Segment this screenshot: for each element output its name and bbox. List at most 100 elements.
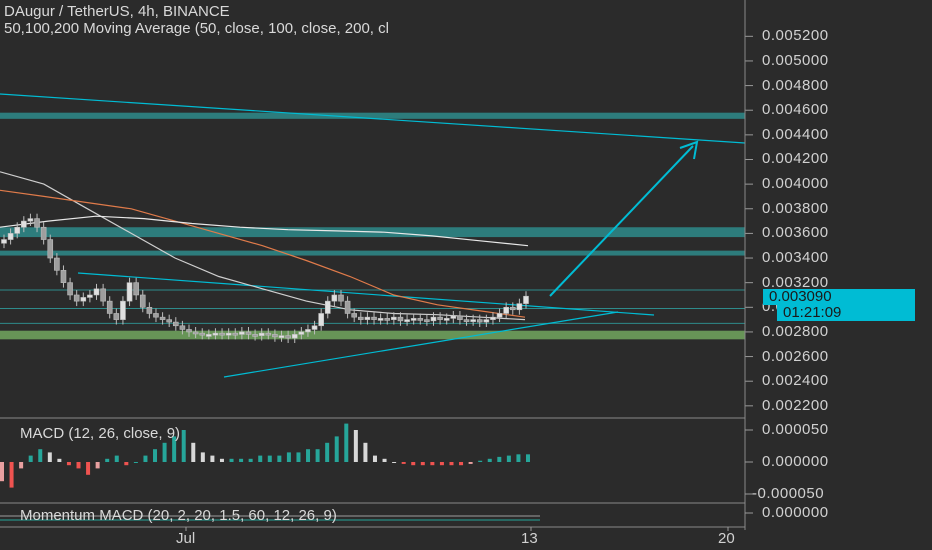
macd-bar	[478, 461, 482, 462]
candle-body	[299, 332, 304, 334]
candle-body	[180, 326, 185, 330]
candle-body	[147, 307, 152, 313]
candle-body	[206, 334, 211, 336]
candle-body	[200, 333, 205, 335]
candle-body	[378, 318, 383, 320]
price-tick-label: 0.003400	[762, 249, 829, 266]
candle-body	[332, 295, 337, 301]
macd-bar	[316, 449, 320, 462]
price-tick-label: 0.005200	[762, 27, 829, 44]
macd-bar	[421, 462, 425, 465]
price-tick-label: 0.004600	[762, 101, 829, 118]
candle-body	[338, 295, 343, 301]
macd-bar	[210, 456, 214, 462]
candle-body	[305, 329, 310, 331]
candle-body	[358, 317, 363, 319]
candle-body	[114, 313, 119, 319]
macd-bar	[507, 456, 511, 462]
macd-bar	[373, 456, 377, 462]
price-tick-label: 0.004400	[762, 126, 829, 143]
macd-bar	[488, 459, 492, 462]
bar-countdown-badge: 01:21:09	[777, 305, 915, 321]
candle-body	[418, 318, 423, 320]
candle-body	[497, 313, 502, 317]
candle-body	[279, 336, 284, 338]
candle-body	[127, 283, 132, 301]
price-tick-label: 0.004200	[762, 150, 829, 167]
macd-bar	[10, 462, 14, 488]
macd-bar	[335, 436, 339, 462]
macd-bar	[239, 459, 243, 462]
candle-body	[187, 329, 192, 331]
macd-bar	[306, 449, 310, 462]
candle-body	[87, 295, 92, 297]
candle-body	[471, 320, 476, 322]
candle-body	[167, 320, 172, 322]
macd-bar	[363, 443, 367, 462]
macd-bar	[344, 424, 348, 462]
price-tick-label: 0.005000	[762, 52, 829, 69]
candle-body	[2, 240, 7, 244]
macd-tick-label: -0.000050	[752, 485, 824, 502]
macd-bar	[29, 456, 33, 462]
candle-body	[253, 334, 258, 336]
macd-bar	[67, 462, 71, 465]
macd-bar	[48, 452, 52, 462]
macd-bar	[96, 462, 100, 468]
macd-bar	[19, 462, 23, 468]
candle-body	[41, 227, 46, 239]
candle-body	[120, 301, 125, 319]
candle-body	[233, 333, 238, 335]
candle-body	[398, 317, 403, 321]
time-tick-label: 20	[718, 530, 735, 547]
macd-bar	[497, 457, 501, 462]
macd-legend[interactable]: MACD (12, 26, close, 9)	[20, 425, 180, 442]
macd-bar	[411, 462, 415, 465]
candle-body	[259, 333, 264, 335]
macd-bar	[354, 430, 358, 462]
price-tick-label: 0.004800	[762, 77, 829, 94]
price-tick-label: 0.004000	[762, 175, 829, 192]
candle-body	[272, 334, 277, 336]
candle-body	[352, 313, 357, 317]
candle-body	[424, 320, 429, 322]
candle-body	[68, 283, 73, 295]
candle-body	[524, 296, 529, 303]
macd-bar	[124, 462, 128, 465]
candle-body	[391, 317, 396, 319]
candle-body	[239, 332, 244, 334]
macd-bar	[516, 454, 520, 462]
candle-body	[444, 318, 449, 320]
macd-bar	[38, 449, 42, 462]
macd-tick-label: 0.000050	[762, 421, 829, 438]
macd-bar	[459, 462, 463, 465]
candle-body	[220, 333, 225, 335]
candle-body	[438, 317, 443, 319]
last-price-badge: 0.003090	[763, 289, 915, 305]
macd-bar	[430, 462, 434, 465]
macd-bar	[392, 462, 396, 463]
candle-body	[21, 221, 26, 227]
candle-body	[101, 289, 106, 301]
candle-body	[54, 258, 59, 270]
indicator-legend[interactable]: 50,100,200 Moving Average (50, close, 10…	[4, 20, 746, 37]
macd-bar	[258, 456, 262, 462]
candle-body	[226, 333, 231, 335]
candle-body	[28, 219, 33, 221]
candle-body	[74, 295, 79, 301]
macd-bar	[191, 443, 195, 462]
candle-body	[153, 313, 158, 317]
candle-body	[431, 317, 436, 321]
macd-bar	[230, 459, 234, 462]
candle-body	[405, 320, 410, 322]
candle-body	[292, 334, 297, 338]
support-zone	[0, 331, 745, 340]
momentum-legend[interactable]: Momentum MACD (20, 2, 20, 1.5, 60, 12, 2…	[20, 507, 660, 524]
candle-body	[213, 333, 218, 335]
candle-body	[372, 317, 377, 319]
macd-bar	[449, 462, 453, 465]
macd-tick-label: 0.000000	[762, 453, 829, 470]
macd-bar	[249, 459, 253, 462]
macd-bar	[383, 459, 387, 462]
candle-body	[48, 240, 53, 258]
